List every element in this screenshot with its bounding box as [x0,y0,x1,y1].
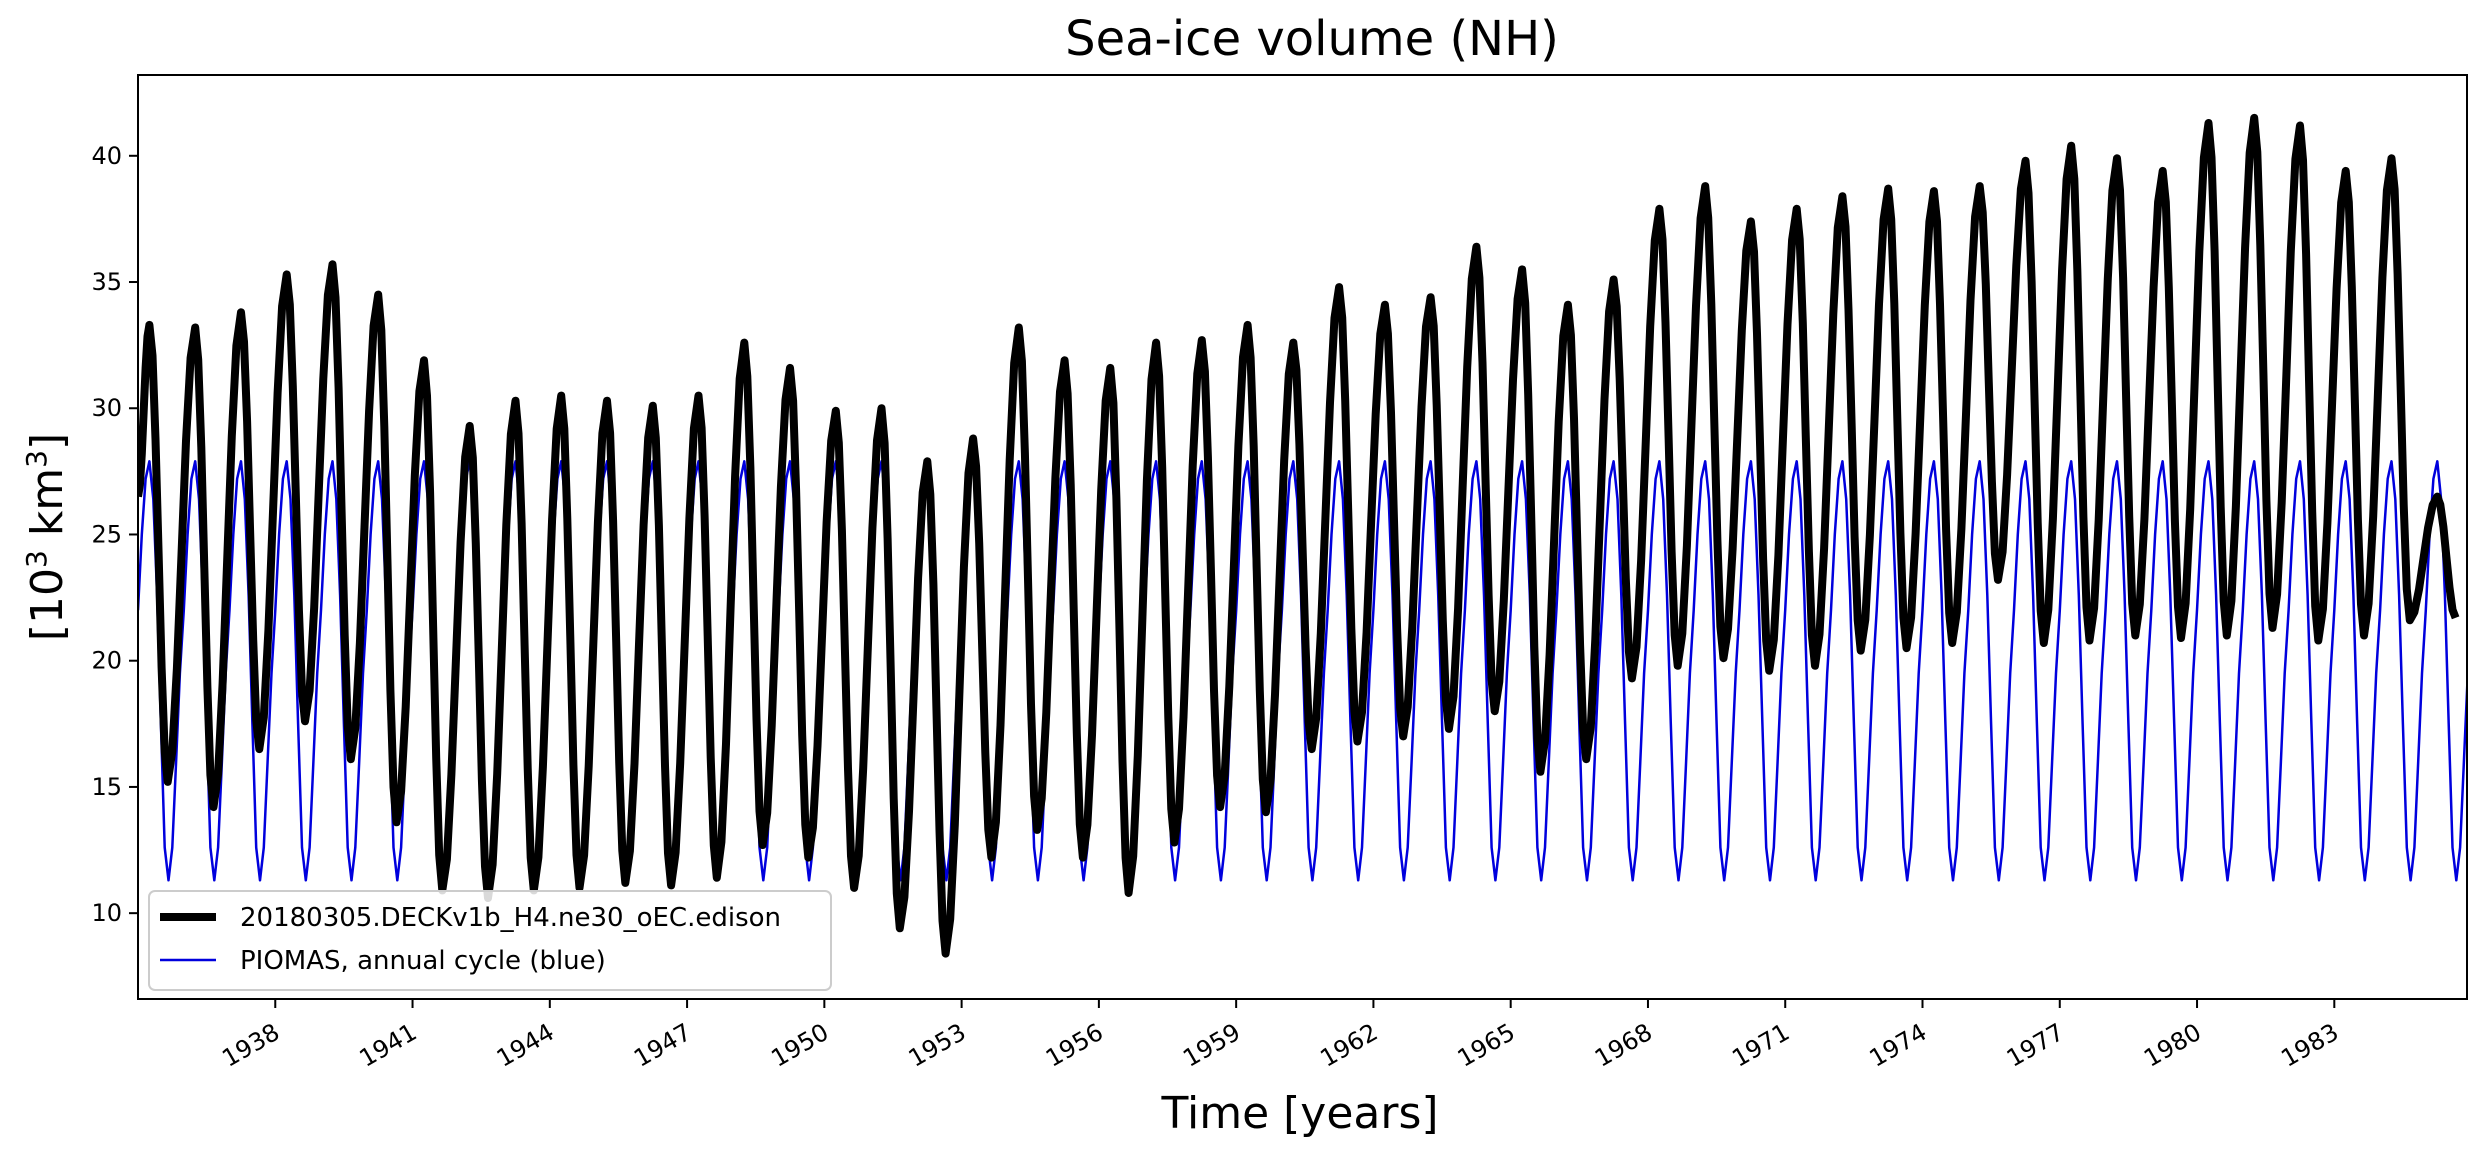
y-tick-label: 20 [91,647,122,675]
y-tick-label: 10 [91,899,122,927]
y-tick-label: 40 [91,142,122,170]
y-tick-label: 30 [91,394,122,422]
series-layer [138,113,2467,958]
y-tick-label: 15 [91,773,122,801]
y-axis-title-end: ] [22,433,73,450]
chart-title: Sea-ice volume (NH) [1065,11,1559,67]
legend: 20180305.DECKv1b_H4.ne30_oEC.edison PIOM… [148,890,832,991]
y-tick-label: 25 [91,520,122,548]
y-axis-title-sup: 3 [20,550,53,568]
y-axis-title: [103 km3] [20,433,73,641]
plot-frame [137,74,2468,1000]
plot-area [137,74,2468,1000]
y-axis-title-sup2: 3 [20,450,53,468]
y-tick-label: 35 [91,268,122,296]
series-line-model [138,113,2460,958]
y-axis-title-base: [10 [22,568,73,641]
legend-label-model: 20180305.DECKv1b_H4.ne30_oEC.edison [240,903,781,933]
x-axis-title: Time [years] [1160,1088,1438,1139]
legend-box [148,890,832,991]
y-axis: 10 15 20 25 30 35 40 [91,142,138,927]
y-axis-title-unit: km [22,468,73,550]
legend-label-piomas: PIOMAS, annual cycle (blue) [240,946,606,976]
